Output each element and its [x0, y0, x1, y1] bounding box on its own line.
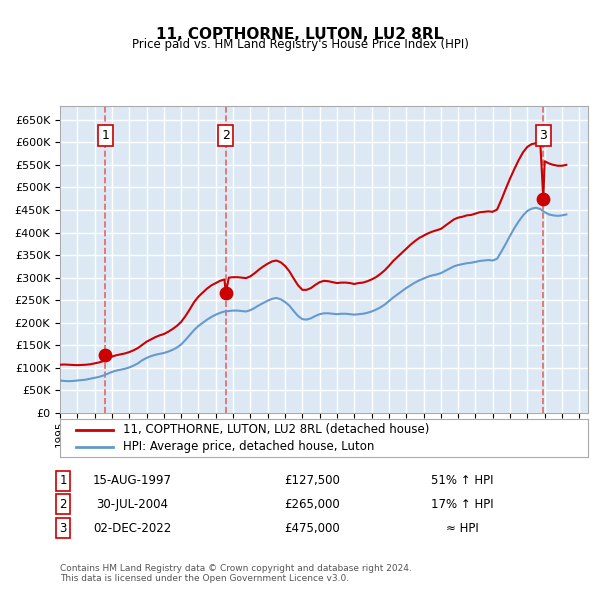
Text: £265,000: £265,000	[284, 498, 340, 511]
Text: 3: 3	[539, 129, 547, 142]
Text: 51% ↑ HPI: 51% ↑ HPI	[431, 474, 493, 487]
Text: 17% ↑ HPI: 17% ↑ HPI	[431, 498, 493, 511]
Text: 02-DEC-2022: 02-DEC-2022	[93, 522, 171, 535]
Text: 30-JUL-2004: 30-JUL-2004	[96, 498, 168, 511]
Text: 2: 2	[59, 498, 67, 511]
Text: 11, COPTHORNE, LUTON, LU2 8RL (detached house): 11, COPTHORNE, LUTON, LU2 8RL (detached …	[124, 423, 430, 436]
Text: 1: 1	[101, 129, 109, 142]
Text: 11, COPTHORNE, LUTON, LU2 8RL: 11, COPTHORNE, LUTON, LU2 8RL	[157, 27, 443, 41]
Text: HPI: Average price, detached house, Luton: HPI: Average price, detached house, Luto…	[124, 440, 375, 453]
Point	[538, 194, 548, 204]
Text: £127,500: £127,500	[284, 474, 340, 487]
Text: 3: 3	[59, 522, 67, 535]
Text: Contains HM Land Registry data © Crown copyright and database right 2024.
This d: Contains HM Land Registry data © Crown c…	[60, 563, 412, 583]
Text: ≈ HPI: ≈ HPI	[446, 522, 478, 535]
Text: 2: 2	[222, 129, 230, 142]
Text: £475,000: £475,000	[284, 522, 340, 535]
Text: Price paid vs. HM Land Registry's House Price Index (HPI): Price paid vs. HM Land Registry's House …	[131, 38, 469, 51]
Point	[101, 350, 110, 360]
Point	[221, 289, 230, 298]
Text: 1: 1	[59, 474, 67, 487]
Text: 15-AUG-1997: 15-AUG-1997	[92, 474, 172, 487]
